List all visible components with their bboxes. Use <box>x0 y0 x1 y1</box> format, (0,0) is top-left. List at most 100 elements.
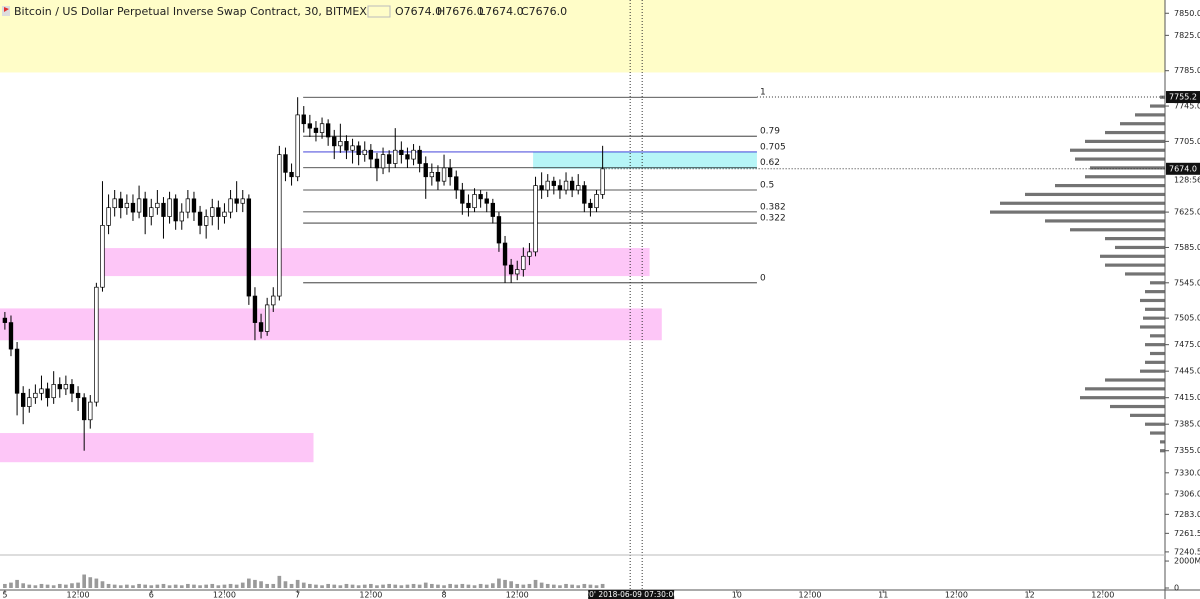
candle-body <box>588 202 593 209</box>
volume-bar <box>381 584 385 588</box>
candle-body <box>460 189 465 204</box>
volume-bar <box>521 584 526 588</box>
candle-body <box>8 322 14 350</box>
volume-bar <box>436 584 440 588</box>
candle-body <box>307 123 313 129</box>
candle-body <box>551 180 557 186</box>
y-tick-label: 7545.0 <box>1174 278 1200 287</box>
candle-body <box>63 384 69 390</box>
candle-body <box>234 198 239 204</box>
volume-bar <box>271 583 276 588</box>
zone <box>0 308 662 341</box>
profile-bar <box>1150 104 1165 108</box>
volume-bar <box>76 582 80 588</box>
high-price-label: 7755.2 <box>1169 93 1197 102</box>
fib-label: 0.79 <box>760 127 780 137</box>
volume-bar <box>417 584 422 588</box>
volume-bar <box>594 585 599 588</box>
candle-body <box>447 167 453 178</box>
candle-body <box>539 185 544 191</box>
candle-body <box>51 384 56 399</box>
axes: 7850.0 7825.0 7785.0 7745.0 7705.0 7625.0 7585… <box>2 9 1200 599</box>
volume-bar <box>228 583 233 588</box>
x-tick-label: 12:00 <box>945 591 968 599</box>
volume-bar <box>362 584 367 588</box>
volume-bar <box>588 584 593 588</box>
y-tick-label: 7505.0 <box>1174 314 1200 323</box>
profile-bar <box>1150 281 1165 285</box>
candle-body <box>81 397 87 421</box>
x-tick-label: 12:00 <box>506 591 529 599</box>
ohlc-value: O7674.0 <box>395 5 442 18</box>
volume-bar <box>222 584 227 588</box>
volume-bar <box>295 579 300 588</box>
fib-label: 0.382 <box>760 202 786 212</box>
x-tick-label: 12:00 <box>67 591 90 599</box>
y-tick-label: 7475.0 <box>1174 340 1200 349</box>
profile-bar <box>1045 219 1165 223</box>
candle-body <box>362 149 367 156</box>
candle-body <box>423 163 428 178</box>
volume-bar <box>27 584 32 588</box>
volume-bar <box>564 583 568 588</box>
candle-body <box>380 154 386 169</box>
volume-bar <box>149 585 154 588</box>
profile-bar <box>1105 263 1165 267</box>
volume-bar <box>539 582 544 588</box>
zone <box>0 433 314 463</box>
volume-bar <box>344 583 349 588</box>
volume-bar <box>423 582 428 588</box>
volume-bar <box>240 582 245 588</box>
candle-body <box>496 216 502 244</box>
profile-bar <box>1145 343 1165 347</box>
volume-bar <box>192 584 196 588</box>
profile-bar <box>1085 175 1165 179</box>
volume-bar <box>545 583 550 588</box>
candle-body <box>301 114 306 125</box>
volume-bar <box>3 583 7 588</box>
fib-label: 0.5 <box>760 181 774 191</box>
profile-bar <box>1000 201 1165 205</box>
profile-bar <box>1135 113 1165 117</box>
candle-body <box>533 185 538 253</box>
profile-bar <box>1115 245 1165 250</box>
volume-bar <box>484 584 489 588</box>
candle-body <box>240 198 245 204</box>
profile-bar <box>1085 387 1165 391</box>
candle-body <box>313 127 319 133</box>
volume-bar <box>253 579 257 588</box>
candle-body <box>411 149 416 160</box>
candle-body <box>429 171 435 178</box>
candle-body <box>246 198 252 297</box>
volume-bar <box>533 579 538 588</box>
volume-bar <box>173 584 178 588</box>
volume-bar <box>21 583 26 588</box>
volume-bar <box>570 584 574 588</box>
candle-body <box>521 255 526 270</box>
volume-bar <box>143 584 147 588</box>
candle-body <box>417 149 422 164</box>
candle-body <box>142 198 148 217</box>
candle-body <box>399 149 404 156</box>
y-tick-label: 7745.0 <box>1174 102 1200 111</box>
candle-body <box>179 211 184 222</box>
candle-body <box>185 198 191 213</box>
candle-body <box>325 123 331 138</box>
candle-body <box>350 145 355 151</box>
volume-bar <box>131 585 135 588</box>
candle-body <box>57 384 62 390</box>
volume-bar <box>430 583 434 588</box>
volume-bar <box>106 583 111 588</box>
y-tick-label: 7785.0 <box>1174 66 1200 75</box>
y-tick-label: 7306.0 <box>1174 490 1200 499</box>
volume-bar <box>167 585 172 588</box>
candle-body <box>289 171 294 178</box>
profile-bar <box>1125 272 1165 276</box>
candle-body <box>161 202 166 217</box>
volume-bar <box>369 583 373 588</box>
volume-bar <box>186 583 190 588</box>
y-tick-label: 7330.0 <box>1174 468 1200 477</box>
profile-bar <box>1145 307 1165 311</box>
volume-bar <box>204 584 208 588</box>
candle-body <box>75 392 81 399</box>
